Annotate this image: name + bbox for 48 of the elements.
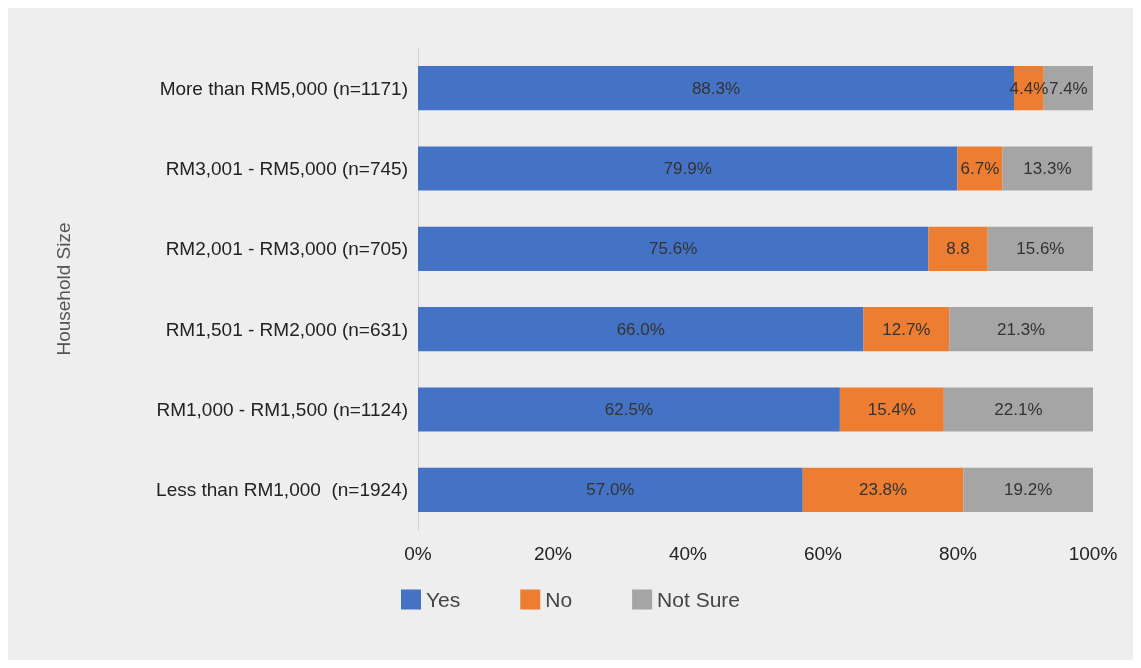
x-tick-label: 40% xyxy=(668,543,708,564)
data-label: 22.1% xyxy=(994,400,1043,419)
bar xyxy=(418,226,929,271)
data-label: 13.3% xyxy=(1023,159,1072,178)
y-tick-label: RM1,501 - RM2,000 (n=631) xyxy=(165,318,408,340)
data-label: 75.6% xyxy=(649,239,698,259)
x-tick-label: 0% xyxy=(404,543,432,564)
data-label: 79.9% xyxy=(663,159,712,178)
data-label: 12.7% xyxy=(882,319,931,339)
data-label: 57.0% xyxy=(586,480,635,500)
bar xyxy=(1002,146,1093,191)
bar xyxy=(802,467,964,512)
data-label: 62.5% xyxy=(604,400,654,419)
data-label: 19.2% xyxy=(1004,480,1053,500)
x-tick-label: 20% xyxy=(533,543,573,564)
legend-label: Yes xyxy=(426,588,461,611)
data-label: 21.3% xyxy=(997,319,1046,339)
data-label: 88.3% xyxy=(691,78,741,98)
bar xyxy=(418,307,864,352)
bar xyxy=(863,307,950,352)
data-label: 7.4% xyxy=(1048,78,1088,98)
x-tick-label: 100% xyxy=(1068,543,1118,564)
y-tick-label: More than RM5,000 (n=1171) xyxy=(159,77,408,99)
bar xyxy=(943,387,1093,432)
y-tick-label: RM2,001 - RM3,000 (n=705) xyxy=(165,238,408,260)
data-label: 15.6% xyxy=(1016,239,1065,259)
y-tick-label: RM1,000 - RM1,500 (n=1124) xyxy=(156,399,408,420)
legend-label: Not Sure xyxy=(657,588,740,611)
bar xyxy=(418,467,803,512)
bar xyxy=(418,387,840,432)
bar xyxy=(839,387,944,432)
data-label: 8.8 xyxy=(946,239,970,259)
bar xyxy=(928,226,988,271)
data-label: 66.0% xyxy=(616,319,665,339)
y-tick-label: RM3,001 - RM5,000 (n=745) xyxy=(165,158,408,179)
bar xyxy=(987,226,1093,271)
data-label: 6.7% xyxy=(960,159,1000,178)
x-tick-label: 60% xyxy=(803,543,843,564)
legend-label: No xyxy=(545,588,573,611)
x-tick-label: 80% xyxy=(938,543,978,564)
bar xyxy=(957,146,1003,191)
y-axis-title: Household Size xyxy=(53,222,74,356)
y-tick-label: Less than RM1,000 (n=1924) xyxy=(156,479,408,501)
bar xyxy=(949,307,1093,352)
bar xyxy=(963,467,1093,512)
bar xyxy=(418,146,958,191)
data-label: 23.8% xyxy=(858,480,908,500)
data-label: 15.4% xyxy=(867,400,916,419)
